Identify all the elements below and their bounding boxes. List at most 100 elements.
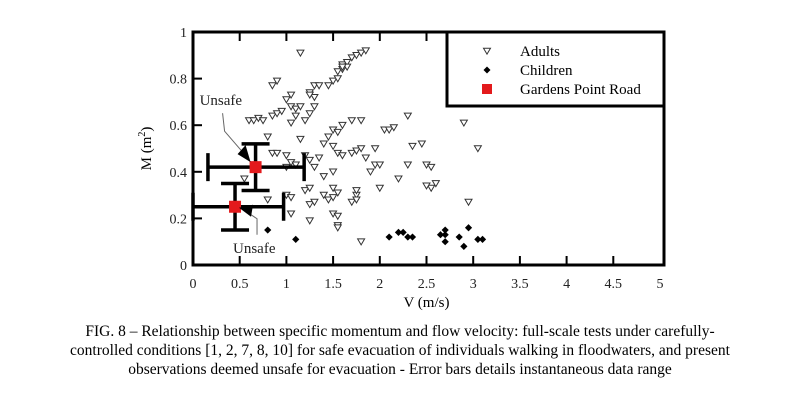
unsafe-arrow-line (222, 113, 244, 154)
y-tick-label: 0 (180, 259, 187, 274)
child-point (460, 242, 468, 250)
caption-line: controlled conditions [1, 2, 7, 8, 10] f… (70, 342, 730, 359)
y-axis-label-end: ) (139, 127, 155, 132)
y-tick-label: 0.6 (170, 119, 188, 134)
adult-point (282, 96, 291, 104)
adult-point (333, 128, 343, 137)
adult-point (375, 161, 385, 169)
adult-point (324, 196, 333, 204)
adult-point (422, 182, 431, 190)
child-point (399, 228, 407, 236)
unsafe-arrow-head (237, 145, 251, 163)
adult-point (263, 133, 273, 141)
legend-adults-marker (482, 47, 492, 56)
adult-point (375, 184, 385, 193)
unsafe-annotation: Unsafe (200, 93, 243, 109)
adult-point (272, 149, 282, 158)
adult-point (394, 175, 403, 183)
adult-point (366, 168, 375, 176)
child-point (408, 233, 417, 241)
x-tick-label: 5 (657, 277, 664, 292)
adult-point (296, 135, 305, 144)
adult-point (310, 103, 319, 111)
adult-point (338, 152, 347, 160)
adult-point (342, 58, 352, 67)
adult-point (333, 224, 343, 232)
adult-point (319, 140, 329, 148)
adult-point (352, 187, 361, 195)
adult-point (347, 198, 357, 207)
adult-point (347, 117, 357, 125)
legend: Adults Children Gardens Point Road (445, 30, 666, 108)
adult-point (417, 140, 427, 148)
adult-point (389, 124, 399, 132)
adult-point (305, 156, 315, 165)
chart-marks: Unsafe Unsafe (191, 47, 487, 257)
adult-point (268, 112, 277, 121)
adult-point (328, 77, 338, 86)
plot-frame (191, 30, 666, 267)
adult-point (352, 196, 361, 204)
x-tick-label: 0 (190, 277, 197, 292)
adult-point (426, 163, 436, 172)
adult-point (426, 184, 436, 193)
adult-point (352, 147, 361, 155)
x-tick-label: 0.5 (231, 277, 249, 292)
child-point (292, 235, 300, 243)
adult-point (384, 126, 394, 134)
adult-point (305, 110, 315, 118)
adult-point (324, 82, 333, 90)
legend-gardens-point-road-marker (482, 84, 492, 94)
child-point (474, 235, 482, 243)
y-tick-label: 0.2 (170, 212, 188, 227)
gardens-point-road-point (249, 161, 262, 174)
adult-point (296, 49, 305, 58)
child-point (394, 228, 403, 236)
adult-point (239, 175, 249, 183)
adult-point (272, 110, 282, 118)
adult-point (328, 168, 338, 176)
adult-point (286, 91, 296, 100)
adult-point (291, 105, 301, 114)
adult-point (347, 149, 357, 158)
y-axis-label: M (m2) (137, 127, 155, 171)
child-point (441, 231, 449, 239)
adult-point (305, 201, 315, 209)
adult-point (249, 117, 259, 125)
adult-point (338, 63, 347, 72)
adult-point (286, 210, 296, 218)
adult-point (361, 47, 371, 55)
child-point (478, 235, 487, 243)
child-point (264, 226, 272, 234)
child-point (455, 233, 463, 241)
adult-point (356, 145, 366, 153)
child-point (385, 233, 393, 241)
adult-point (333, 189, 343, 197)
adult-point (408, 142, 417, 151)
legend-gardens-point-road-label: Gardens Point Road (520, 82, 641, 98)
adult-point (291, 161, 301, 169)
adult-point (300, 117, 310, 125)
figure-caption: FIG. 8 – Relationship between specific m… (0, 322, 800, 379)
gardens-point-road-point (229, 200, 242, 213)
adult-point (319, 191, 329, 200)
adult-point (403, 112, 413, 121)
legend-adults-label: Adults (520, 44, 560, 60)
y-tick-label: 0.4 (170, 166, 188, 181)
adult-point (296, 103, 305, 111)
adult-point (328, 194, 338, 202)
adult-point (464, 198, 473, 207)
child-point (441, 226, 449, 234)
scatter-chart: Unsafe Unsafe 0 0.5 1 1.5 2 2.5 3 3.5 4 4.5 5 0 0.2 0.… (137, 26, 666, 311)
adult-point (370, 145, 380, 153)
x-tick-label: 4 (563, 277, 570, 292)
y-tick-label: 1 (180, 26, 187, 41)
unsafe-arrow-head (239, 204, 254, 217)
child-point (436, 231, 445, 239)
adult-point (319, 173, 329, 181)
adult-point (314, 82, 324, 90)
legend-children-marker (483, 66, 491, 74)
x-tick-label: 3.5 (511, 277, 529, 292)
adult-point (431, 180, 441, 188)
adult-point (305, 91, 315, 100)
